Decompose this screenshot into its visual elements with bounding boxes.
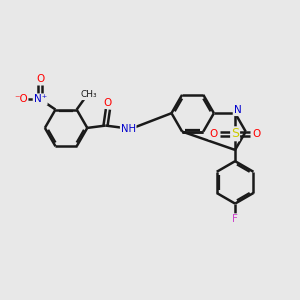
- Text: N⁺: N⁺: [34, 94, 47, 104]
- Text: S: S: [231, 127, 239, 140]
- Text: ⁻O: ⁻O: [14, 94, 28, 104]
- Text: O: O: [253, 129, 261, 139]
- Text: O: O: [36, 74, 44, 84]
- Text: CH₃: CH₃: [81, 90, 98, 99]
- Text: N: N: [234, 105, 241, 115]
- Text: F: F: [232, 214, 238, 224]
- Text: NH: NH: [121, 124, 136, 134]
- Text: O: O: [209, 129, 218, 139]
- Text: O: O: [104, 98, 112, 108]
